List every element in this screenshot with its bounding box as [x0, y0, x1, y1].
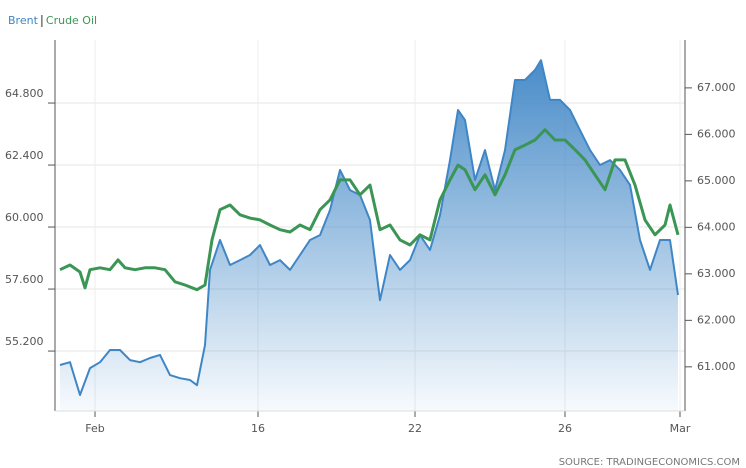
y-tick-label: 55.200	[5, 335, 44, 348]
x-tick-label: Feb	[85, 422, 104, 435]
y-tick-label: 57.600	[5, 273, 44, 286]
y2-tick-label: 67.000	[697, 81, 736, 94]
area	[60, 60, 678, 411]
legend-entry: Brent	[8, 14, 39, 27]
y2-tick-label: 62.000	[697, 313, 736, 326]
y2-tick-label: 63.000	[697, 267, 736, 280]
axes: 55.200 57.600 60.000 62.400 64.800 61.000 62.0…	[5, 40, 736, 435]
x-tick-label: 26	[558, 422, 572, 435]
y-tick-label: 64.800	[5, 87, 44, 100]
y2-tick-label: 64.000	[697, 220, 736, 233]
legend-entry: Crude Oil	[46, 14, 97, 27]
series-line	[59, 59, 679, 396]
plot	[59, 59, 680, 411]
x-tick-label: 16	[251, 422, 265, 435]
x-tick-label: Mar	[670, 422, 691, 435]
series-line	[59, 128, 680, 292]
y2-tick-label: 66.000	[697, 127, 736, 140]
x-tick-label: 22	[408, 422, 422, 435]
y2-tick-label: 65.000	[697, 174, 736, 187]
source: SOURCE: TRADINGECONOMICS.COM	[559, 457, 740, 468]
y-tick-label: 60.000	[5, 211, 44, 224]
y2-tick-label: 61.000	[697, 360, 736, 373]
y-tick-label: 62.400	[5, 149, 44, 162]
